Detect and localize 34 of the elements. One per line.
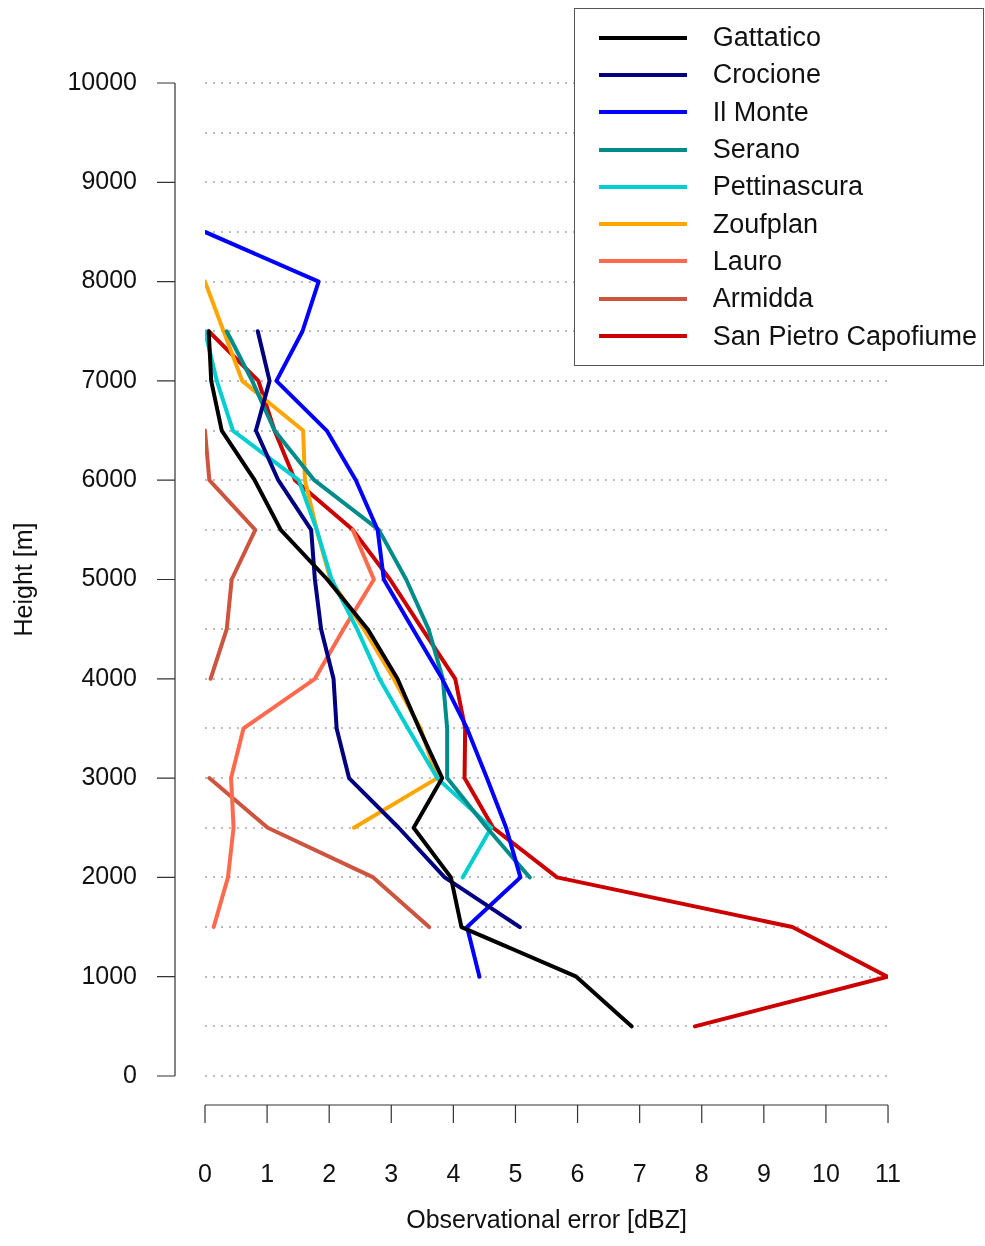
legend-label: Serano	[712, 134, 800, 166]
x-tick-label: 10	[812, 1158, 840, 1187]
x-tick-label: 11	[875, 1158, 901, 1187]
x-tick-label: 7	[632, 1158, 647, 1187]
x-tick-label: 2	[322, 1158, 337, 1187]
x-tick-label: 3	[384, 1158, 399, 1187]
y-tick-label: 3000	[81, 761, 137, 790]
legend-label: Il Monte	[712, 96, 809, 128]
y-axis-title: Height [m]	[8, 522, 37, 637]
x-tick-label: 8	[694, 1158, 709, 1187]
x-tick-label: 4	[446, 1158, 461, 1187]
y-tick-label: 0	[123, 1059, 137, 1088]
legend-label: Lauro	[712, 245, 782, 277]
y-tick-label: 9000	[81, 166, 137, 195]
x-tick-label: 1	[260, 1158, 275, 1187]
x-tick-label: 9	[756, 1158, 771, 1187]
legend-label: Zoufplan	[712, 208, 818, 240]
x-axis-title: Observational error [dBZ]	[406, 1204, 687, 1233]
y-tick-label: 5000	[81, 563, 137, 592]
y-tick-label: 4000	[81, 662, 137, 691]
y-tick-label: 10000	[67, 66, 137, 95]
y-tick-label: 2000	[81, 861, 137, 890]
legend-label: Pettinascura	[712, 171, 863, 203]
legend-label: San Pietro Capofiume	[712, 320, 977, 352]
x-tick-label: 5	[508, 1158, 523, 1187]
x-tick-label: 6	[570, 1158, 585, 1187]
y-tick-label: 7000	[81, 364, 137, 393]
legend-label: Armidda	[712, 283, 814, 315]
y-tick-label: 8000	[81, 265, 137, 294]
legend-label: Crocione	[712, 59, 821, 91]
legend-label: Gattatico	[712, 22, 821, 54]
y-tick-label: 1000	[81, 960, 137, 989]
x-tick-label: 0	[198, 1158, 212, 1187]
y-tick-label: 6000	[81, 464, 137, 493]
